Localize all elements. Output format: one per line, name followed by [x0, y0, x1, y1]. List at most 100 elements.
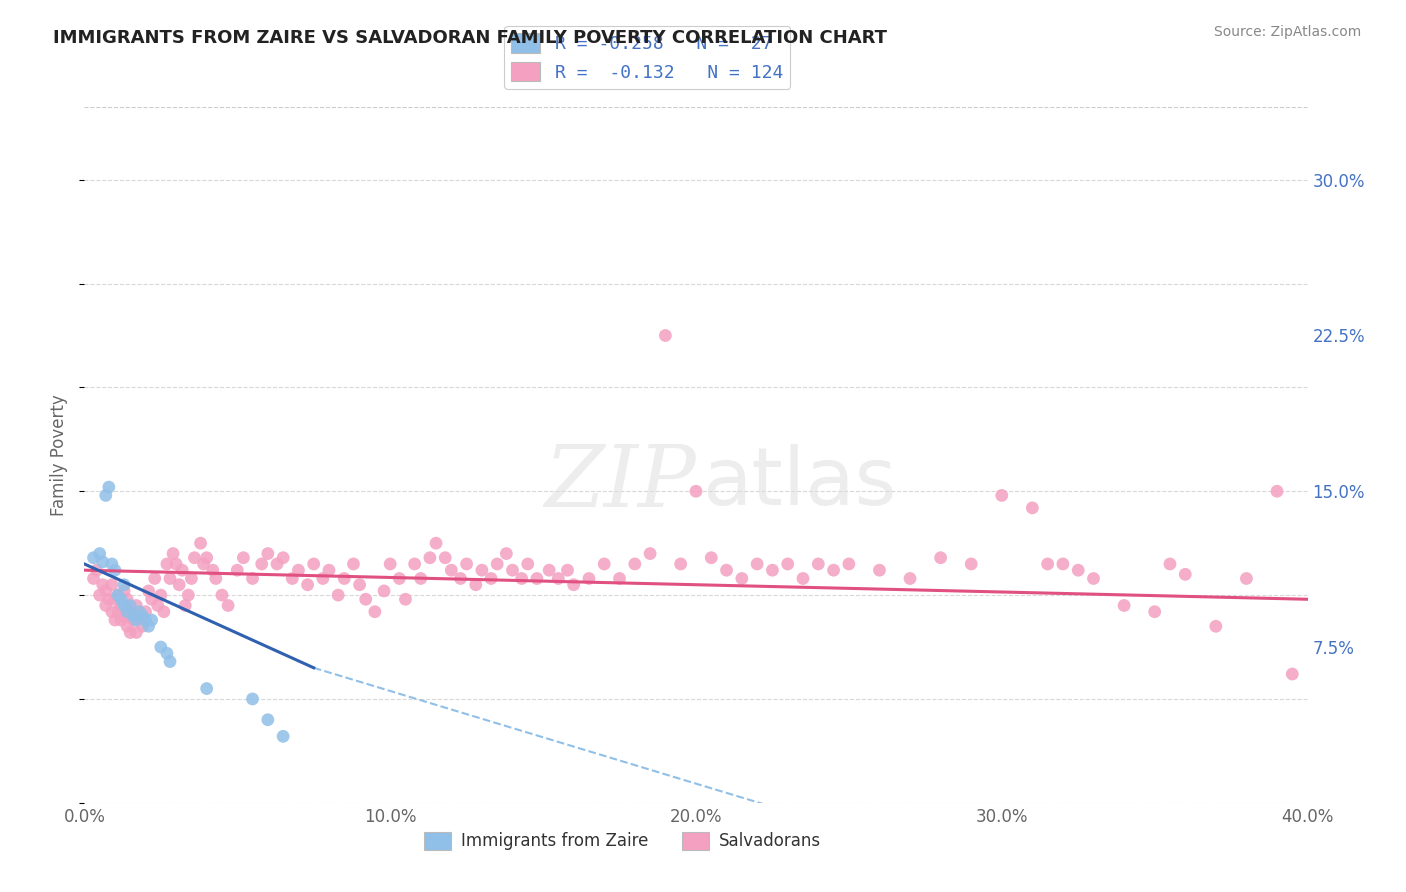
Point — [731, 572, 754, 586]
Point — [242, 692, 264, 706]
Point — [434, 550, 457, 565]
Point — [471, 563, 494, 577]
Point — [149, 640, 172, 654]
Point — [250, 557, 273, 571]
Point — [929, 550, 952, 565]
Point — [101, 578, 124, 592]
Point — [266, 557, 288, 571]
Point — [776, 557, 799, 571]
Point — [146, 599, 169, 613]
Point — [312, 572, 335, 586]
Point — [1143, 605, 1166, 619]
Point — [257, 713, 280, 727]
Point — [419, 550, 441, 565]
Point — [364, 605, 387, 619]
Point — [193, 557, 215, 571]
Point — [1265, 484, 1288, 499]
Point — [1114, 599, 1136, 613]
Point — [557, 563, 579, 577]
Point — [349, 578, 371, 592]
Point — [97, 592, 120, 607]
Point — [172, 563, 194, 577]
Point — [135, 613, 157, 627]
Point — [156, 557, 179, 571]
Point — [128, 608, 150, 623]
Point — [1021, 500, 1043, 515]
Point — [110, 613, 132, 627]
Point — [373, 584, 395, 599]
Point — [450, 572, 472, 586]
Point — [94, 488, 117, 502]
Point — [502, 563, 524, 577]
Point — [101, 557, 124, 571]
Point — [510, 572, 533, 586]
Point — [1036, 557, 1059, 571]
Point — [388, 572, 411, 586]
Point — [838, 557, 860, 571]
Point — [578, 572, 600, 586]
Point — [271, 729, 294, 743]
Point — [125, 613, 148, 627]
Point — [141, 613, 163, 627]
Point — [526, 572, 548, 586]
Point — [125, 625, 148, 640]
Point — [991, 488, 1014, 502]
Point — [1281, 667, 1303, 681]
Point — [174, 599, 197, 613]
Point — [94, 584, 117, 599]
Point — [226, 563, 249, 577]
Point — [112, 599, 135, 613]
Point — [807, 557, 830, 571]
Point — [479, 572, 502, 586]
Point — [110, 592, 132, 607]
Point — [177, 588, 200, 602]
Point — [242, 572, 264, 586]
Point — [115, 605, 138, 619]
Point — [1083, 572, 1105, 586]
Point — [153, 605, 176, 619]
Point — [761, 563, 783, 577]
Point — [131, 619, 153, 633]
Point — [162, 547, 184, 561]
Point — [120, 605, 142, 619]
Point — [486, 557, 509, 571]
Point — [333, 572, 356, 586]
Point — [217, 599, 239, 613]
Point — [1236, 572, 1258, 586]
Point — [122, 608, 145, 623]
Point — [91, 555, 114, 569]
Point — [89, 588, 111, 602]
Point — [1067, 563, 1090, 577]
Point — [318, 563, 340, 577]
Point — [380, 557, 402, 571]
Point — [115, 592, 138, 607]
Point — [394, 592, 416, 607]
Point — [107, 605, 129, 619]
Point — [159, 655, 181, 669]
Point — [143, 572, 166, 586]
Point — [495, 547, 517, 561]
Point — [120, 599, 142, 613]
Point — [149, 588, 172, 602]
Point — [104, 592, 127, 607]
Point — [328, 588, 350, 602]
Point — [232, 550, 254, 565]
Point — [516, 557, 538, 571]
Point — [120, 625, 142, 640]
Point — [205, 572, 228, 586]
Point — [716, 563, 738, 577]
Text: IMMIGRANTS FROM ZAIRE VS SALVADORAN FAMILY POVERTY CORRELATION CHART: IMMIGRANTS FROM ZAIRE VS SALVADORAN FAMI… — [53, 29, 887, 47]
Point — [159, 572, 181, 586]
Point — [404, 557, 426, 571]
Point — [211, 588, 233, 602]
Point — [287, 563, 309, 577]
Point — [112, 608, 135, 623]
Point — [110, 599, 132, 613]
Point — [101, 605, 124, 619]
Point — [190, 536, 212, 550]
Point — [409, 572, 432, 586]
Point — [302, 557, 325, 571]
Point — [156, 646, 179, 660]
Point — [1174, 567, 1197, 582]
Point — [440, 563, 463, 577]
